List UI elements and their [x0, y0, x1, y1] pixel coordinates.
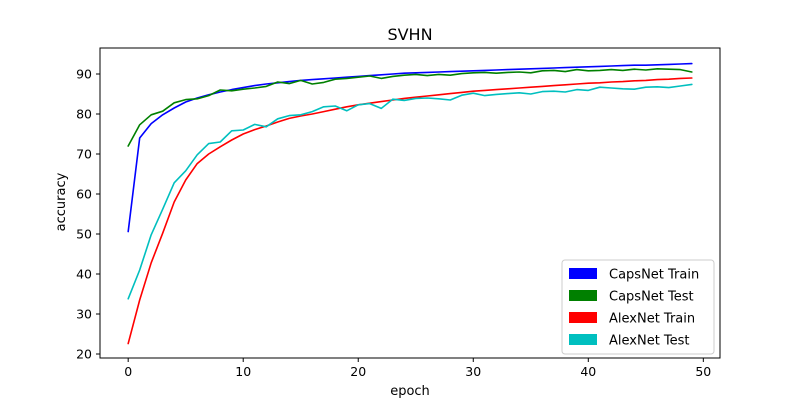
x-tick-label: 0 — [124, 364, 132, 379]
legend-swatch-alexnet-test — [569, 334, 597, 345]
y-tick-label: 30 — [76, 307, 92, 322]
plot-frame — [99, 47, 721, 359]
legend-label-alexnet-train: AlexNet Train — [609, 312, 695, 327]
x-tick-label: 40 — [580, 364, 596, 379]
y-tick-label: 50 — [76, 227, 92, 242]
y-tick-label: 40 — [76, 267, 92, 282]
capsnet-train-line — [127, 62, 693, 233]
x-tick-label: 50 — [695, 364, 711, 379]
x-tick-label: 10 — [235, 364, 251, 379]
plot-area — [127, 62, 693, 345]
capsnet-test-line — [127, 68, 693, 147]
y-tick-label: 80 — [76, 107, 92, 122]
x-axis-label: epoch — [390, 384, 430, 399]
alexnet-test-line — [127, 83, 693, 300]
y-tick-label: 70 — [76, 147, 92, 162]
x-tick-label: 30 — [465, 364, 481, 379]
legend-label-capsnet-test: CapsNet Test — [609, 290, 694, 305]
chart-title: SVHN — [387, 25, 432, 44]
legend-swatch-alexnet-train — [569, 312, 597, 323]
y-axis-ticks: 20 30 40 50 60 70 80 90 — [76, 67, 100, 362]
y-tick-label: 60 — [76, 187, 92, 202]
y-axis-label: accuracy — [54, 172, 69, 231]
alexnet-train-line — [127, 77, 693, 345]
legend-label-alexnet-test: AlexNet Test — [609, 334, 690, 349]
legend-swatch-capsnet-train — [569, 268, 597, 279]
legend: CapsNet Train CapsNet Test AlexNet Train Al… — [561, 259, 715, 355]
legend-frame — [561, 259, 715, 355]
x-tick-label: 20 — [350, 364, 366, 379]
legend-swatch-capsnet-test — [569, 290, 597, 301]
x-axis-ticks: 0 10 20 30 40 50 — [124, 358, 711, 379]
legend-label-capsnet-train: CapsNet Train — [609, 268, 699, 283]
y-tick-label: 90 — [76, 67, 92, 82]
y-tick-label: 20 — [76, 347, 92, 362]
